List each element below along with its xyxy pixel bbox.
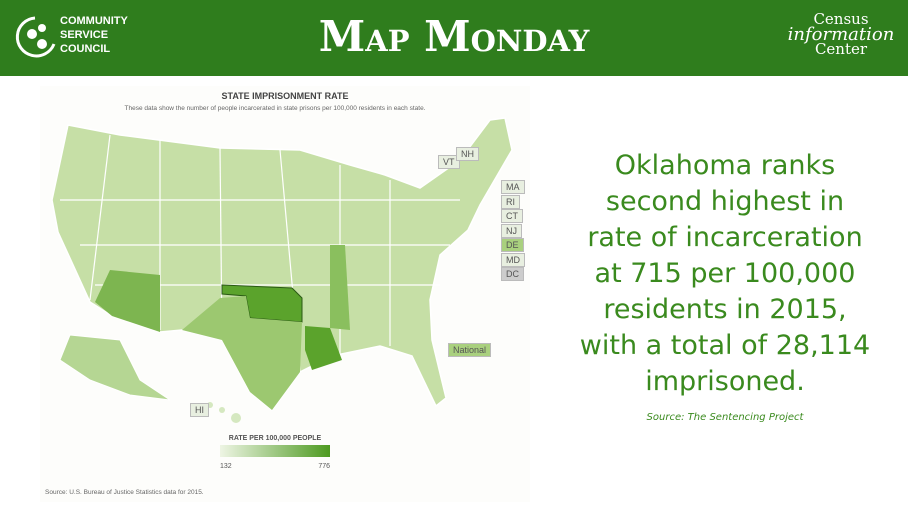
callout-line: imprisoned. — [645, 366, 805, 397]
partner-line: Center — [814, 40, 868, 58]
map: STATE IMPRISONMENT RATE These data show … — [45, 91, 513, 496]
org-line: COMMUNITY — [60, 15, 128, 27]
callout: Oklahoma ranks second highest in rate of i… — [560, 148, 890, 400]
map-title: STATE IMPRISONMENT RATE — [222, 91, 349, 101]
state-label: MA — [501, 180, 525, 194]
state-label: VT — [438, 155, 460, 169]
legend-min: 132 — [220, 463, 232, 470]
us-outline — [51, 117, 513, 412]
callout-line: rate of incarceration — [587, 222, 863, 253]
state-label: NH — [456, 147, 479, 161]
texas — [182, 296, 302, 410]
alaska — [59, 334, 171, 401]
map-source: Source: U.S. Bureau of Justice Statistic… — [45, 489, 204, 496]
callout-line: with a total of 28,114 — [579, 330, 871, 361]
state-label: DE — [501, 238, 524, 252]
callout-line: Oklahoma ranks — [614, 150, 836, 181]
org-line: COUNCIL — [60, 43, 111, 55]
partner-logo: Census information Center — [786, 12, 896, 57]
org-logo-text: COMMUNITY SERVICE COUNCIL — [60, 14, 128, 56]
legend-title: RATE PER 100,000 PEOPLE — [229, 435, 322, 442]
header: COMMUNITY SERVICE COUNCIL Map Monday Cen… — [0, 0, 908, 76]
title: Map Monday — [318, 12, 590, 61]
state-label: HI — [190, 403, 209, 417]
state-label: National — [448, 343, 492, 357]
state-label: NJ — [501, 224, 522, 238]
org-logo-icon — [15, 16, 56, 58]
partner-line: Census — [813, 10, 869, 28]
arizona — [95, 270, 160, 332]
callout-source: Source: The Sentencing Project — [646, 412, 804, 423]
org-line: SERVICE — [60, 29, 109, 41]
legend-max: 776 — [318, 463, 330, 470]
missouri-arkansas — [330, 245, 350, 330]
map-subtitle: These data show the number of people inc… — [125, 105, 426, 112]
partner-line: information — [787, 24, 895, 45]
legend-bar — [220, 445, 330, 457]
louisiana — [305, 326, 342, 370]
state-label: DC — [501, 267, 524, 281]
state-label: MD — [501, 253, 525, 267]
state-label: RI — [501, 195, 520, 209]
state-label: CT — [501, 209, 523, 223]
callout-line: at 715 per 100,000 — [594, 258, 856, 289]
callout-line: second highest in — [605, 186, 845, 217]
callout-line: residents in 2015, — [603, 294, 847, 325]
